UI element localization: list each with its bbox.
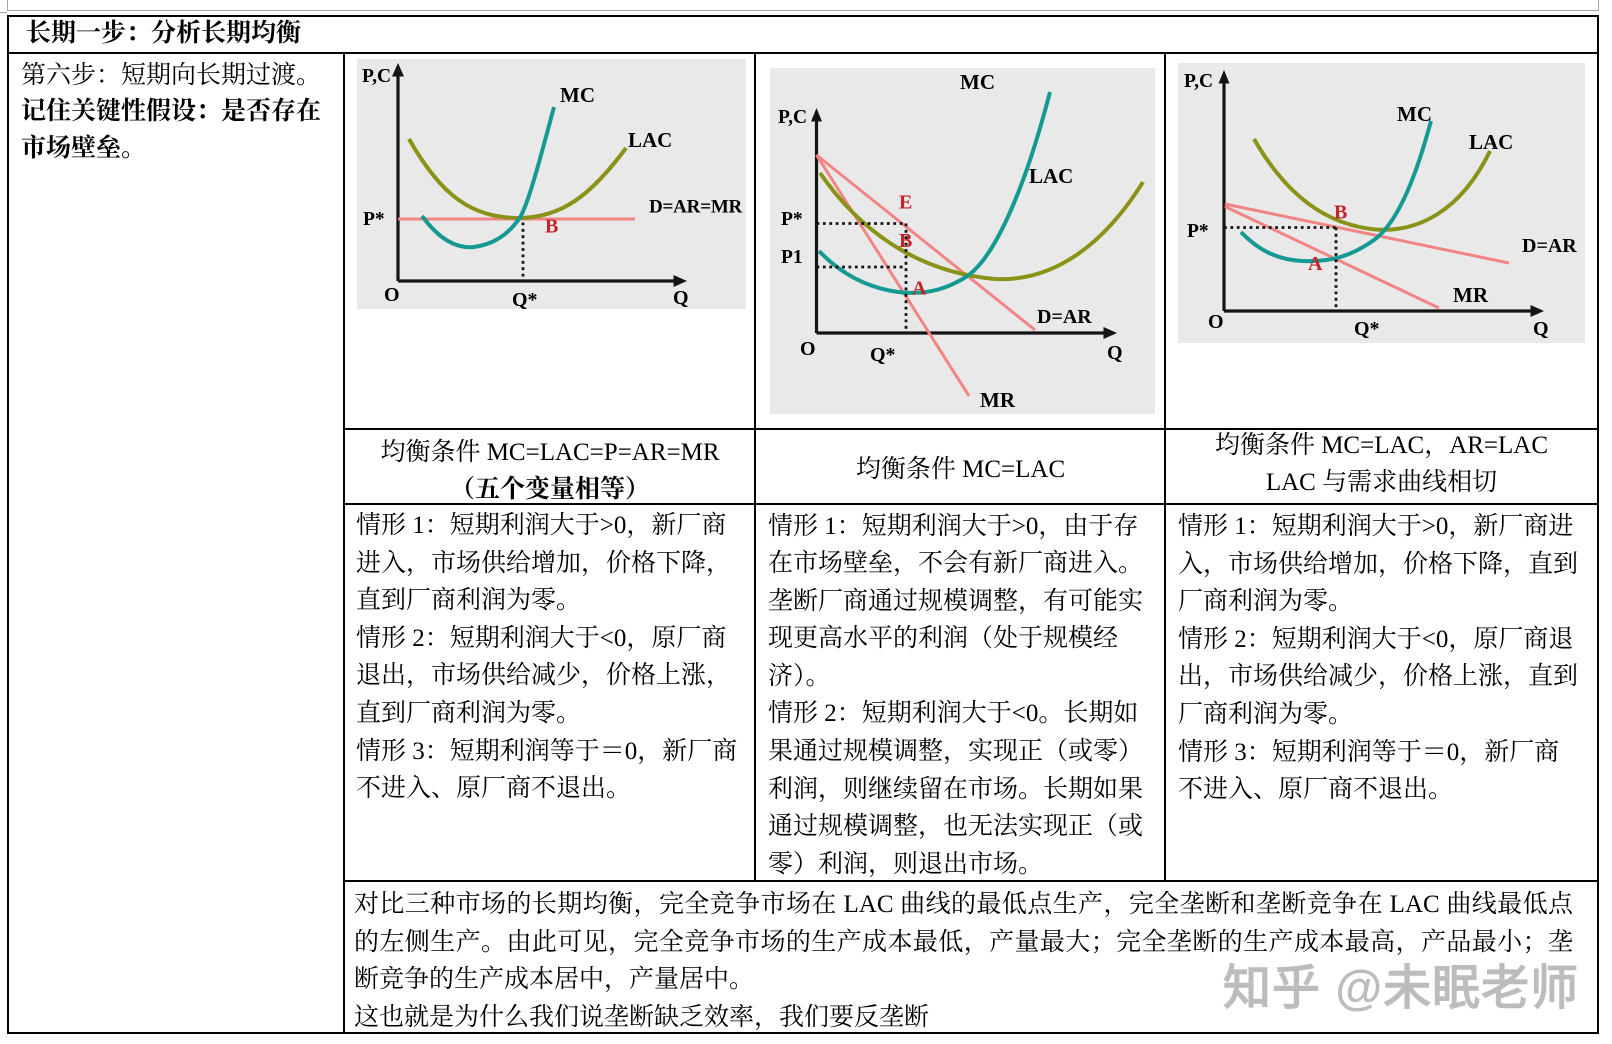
svg-text:LAC: LAC <box>628 128 672 152</box>
svg-text:Q*: Q* <box>1354 318 1380 340</box>
svg-text:A: A <box>912 278 927 300</box>
svg-text:A: A <box>1308 253 1323 275</box>
svg-text:D=AR: D=AR <box>1037 306 1092 328</box>
svg-text:D=AR=MR: D=AR=MR <box>649 197 743 218</box>
svg-text:Q*: Q* <box>512 289 538 309</box>
svg-text:B: B <box>1334 202 1347 224</box>
svg-text:MR: MR <box>980 388 1016 412</box>
svg-text:P,C: P,C <box>1184 71 1213 92</box>
svg-text:P*: P* <box>781 209 803 230</box>
svg-text:P*: P* <box>363 209 385 230</box>
svg-text:MC: MC <box>960 70 995 94</box>
svg-text:B: B <box>899 230 912 252</box>
svg-text:O: O <box>1208 311 1224 333</box>
svg-text:P,C: P,C <box>362 66 391 87</box>
svg-text:MR: MR <box>1453 283 1489 307</box>
svg-text:P1: P1 <box>781 247 803 268</box>
svg-text:MC: MC <box>1397 102 1432 126</box>
svg-text:B: B <box>545 216 558 238</box>
svg-text:P,C: P,C <box>778 107 807 128</box>
svg-text:LAC: LAC <box>1029 164 1073 188</box>
svg-text:MC: MC <box>560 83 595 107</box>
svg-text:Q: Q <box>1107 342 1123 364</box>
svg-text:O: O <box>800 338 816 360</box>
svg-text:P*: P* <box>1187 221 1209 242</box>
svg-text:Q: Q <box>1533 318 1549 340</box>
svg-text:O: O <box>384 284 400 306</box>
svg-text:D=AR: D=AR <box>1522 235 1577 257</box>
svg-text:LAC: LAC <box>1469 130 1513 154</box>
svg-text:Q*: Q* <box>870 344 896 366</box>
svg-text:Q: Q <box>673 287 689 309</box>
svg-text:E: E <box>899 192 912 214</box>
